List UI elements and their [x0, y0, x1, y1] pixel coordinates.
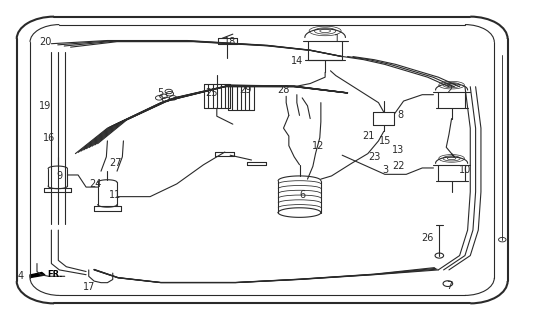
Text: 29: 29 — [239, 85, 251, 95]
Text: 28: 28 — [277, 85, 289, 95]
Text: 15: 15 — [379, 136, 391, 146]
Text: 16: 16 — [43, 133, 55, 143]
Text: 25: 25 — [205, 88, 218, 98]
Text: 21: 21 — [363, 131, 375, 141]
Text: 1: 1 — [334, 34, 340, 44]
Text: 3: 3 — [382, 164, 388, 174]
Text: 7: 7 — [446, 281, 452, 291]
Text: 11: 11 — [109, 190, 121, 200]
Text: 13: 13 — [392, 146, 404, 156]
Text: 8: 8 — [398, 110, 404, 120]
Text: 4: 4 — [18, 271, 24, 281]
Text: 24: 24 — [89, 179, 102, 189]
Text: 2: 2 — [446, 85, 452, 95]
Text: FR.: FR. — [47, 270, 63, 279]
Text: 12: 12 — [312, 141, 324, 151]
Polygon shape — [30, 272, 45, 277]
Text: 26: 26 — [422, 233, 434, 243]
Text: 19: 19 — [39, 101, 51, 111]
Text: 22: 22 — [392, 161, 404, 172]
Text: 6: 6 — [299, 190, 305, 200]
Text: 5: 5 — [158, 88, 164, 98]
Text: 27: 27 — [109, 158, 121, 168]
Text: 18: 18 — [224, 37, 236, 47]
Text: 17: 17 — [82, 283, 95, 292]
Text: 9: 9 — [56, 171, 63, 181]
Text: 23: 23 — [368, 152, 380, 162]
Text: 20: 20 — [39, 37, 51, 47]
Text: 14: 14 — [291, 56, 303, 66]
Text: 10: 10 — [459, 164, 471, 174]
